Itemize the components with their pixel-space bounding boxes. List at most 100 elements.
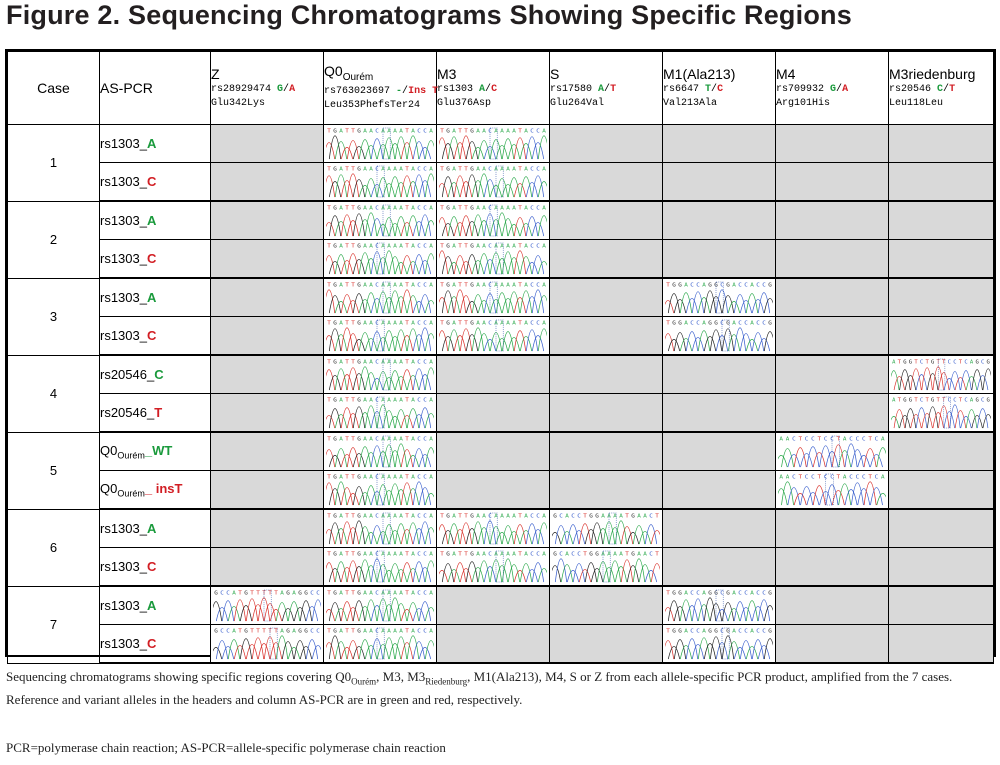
trace-peak <box>781 481 794 506</box>
base-call: T <box>458 167 462 173</box>
trace-peak <box>800 453 813 468</box>
trace-peak <box>251 637 265 660</box>
base-call: C <box>762 283 766 289</box>
base-call: C <box>849 475 853 481</box>
trace-peak <box>364 565 378 583</box>
base-call: A <box>702 591 706 597</box>
trace-peak <box>400 142 414 160</box>
trace-peak <box>787 487 801 506</box>
case-column-header: Case <box>7 51 100 125</box>
base-call: C <box>417 244 421 250</box>
base-call: C <box>744 283 748 289</box>
trace-peak <box>806 492 820 506</box>
base-call: C <box>417 283 421 289</box>
empty-cell <box>210 547 324 587</box>
trace-peak <box>227 639 241 660</box>
base-call: A <box>369 475 373 481</box>
trace-peak <box>590 522 604 545</box>
base-call: C <box>830 475 834 481</box>
trace-peak <box>388 176 402 198</box>
trace-peak <box>287 647 301 660</box>
trace-peak <box>495 178 509 198</box>
base-call: G <box>357 283 361 289</box>
base-call: C <box>720 321 724 327</box>
base-call: A <box>476 206 480 212</box>
trace-peak <box>525 569 539 583</box>
trace-peak <box>406 568 420 583</box>
trace-peak <box>382 444 396 468</box>
trace-peak <box>328 635 342 660</box>
base-call: T <box>440 129 444 135</box>
base-call: A <box>429 591 433 597</box>
trace-peak <box>638 564 652 583</box>
base-call: T <box>666 283 670 289</box>
base-call: G <box>553 514 557 520</box>
trace-peak <box>477 253 491 275</box>
trace-peak <box>358 526 372 545</box>
allele-variant: C <box>146 559 157 574</box>
trace-peak <box>495 258 509 275</box>
base-call: G <box>357 437 361 443</box>
base-call: T <box>405 206 409 212</box>
base-call: A <box>387 437 391 443</box>
allele-prefix: rs20546_ <box>100 367 155 382</box>
trace-peak <box>870 454 883 468</box>
base-call: T <box>327 475 331 481</box>
trace-peak <box>447 262 461 275</box>
trace-peak <box>346 253 360 275</box>
trace-peak <box>382 137 396 160</box>
trace-peak <box>857 455 871 468</box>
empty-cell <box>662 431 776 471</box>
base-call: A <box>500 283 504 289</box>
base-call: C <box>862 437 866 443</box>
base-call: A <box>429 129 433 135</box>
trace-peak <box>727 641 741 660</box>
trace-peak <box>465 528 479 545</box>
allele-prefix: rs1303_ <box>100 521 147 536</box>
trace-peak <box>626 565 640 583</box>
base-call: C <box>417 321 421 327</box>
trace-peak <box>424 493 434 506</box>
trace-peak <box>721 635 735 660</box>
trace-peak <box>739 640 753 660</box>
trace-peak <box>537 181 547 198</box>
allele-prefix: rs1303_ <box>100 559 147 574</box>
base-call: G <box>470 167 474 173</box>
trace-peak <box>376 484 390 506</box>
trace-peak <box>665 607 675 622</box>
base-call: A <box>500 514 504 520</box>
trace-peak <box>376 644 390 660</box>
trace-peak <box>465 301 479 314</box>
locus-alt-allele: T <box>949 83 956 95</box>
trace-peak <box>406 215 420 237</box>
allele-variant: A <box>146 598 157 613</box>
trace-peak <box>513 570 527 583</box>
base-call: G <box>975 359 978 365</box>
trace-peak <box>400 415 414 429</box>
aspcr-allele: rs1303_A <box>99 200 211 240</box>
trace-peak <box>215 607 229 622</box>
trace-peak <box>412 414 426 429</box>
base-call: T <box>327 167 331 173</box>
empty-cell <box>210 277 324 317</box>
case-number: 3 <box>7 277 100 356</box>
trace-peak <box>418 487 432 506</box>
locus-ref-allele: G <box>830 83 837 95</box>
locus-name-text: M3riedenburg <box>889 65 976 82</box>
base-call: A <box>393 552 397 558</box>
trace-peak <box>471 147 485 160</box>
empty-cell <box>775 547 889 587</box>
trace-peak <box>326 289 336 314</box>
trace-peak <box>364 645 378 660</box>
trace-peak <box>388 290 402 314</box>
empty-cell <box>549 124 663 163</box>
aspcr-allele: rs1303_A <box>99 124 211 163</box>
trace-peak <box>328 181 342 198</box>
base-call: A <box>684 321 688 327</box>
trace-peak <box>364 405 378 429</box>
trace-peak <box>465 254 479 275</box>
trace-peak <box>400 175 414 198</box>
base-call: A <box>506 206 510 212</box>
trace-peak <box>745 293 759 314</box>
base-call: T <box>937 397 941 403</box>
